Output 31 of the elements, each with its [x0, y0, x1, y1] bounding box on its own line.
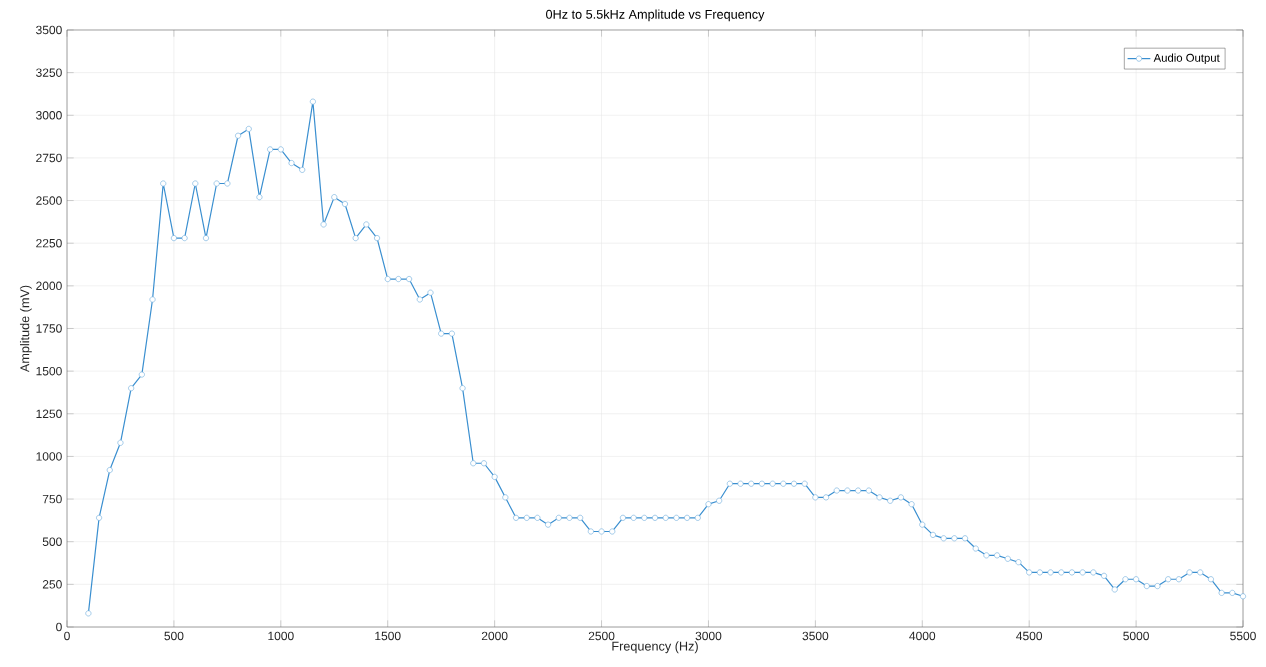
- y-tick-label: 1750: [36, 324, 62, 333]
- x-tick-label: 5500: [1230, 631, 1256, 641]
- y-tick-label: 250: [42, 580, 62, 589]
- y-tick-label: 3500: [36, 25, 62, 35]
- x-tick-label: 3000: [695, 631, 722, 641]
- y-tick-label: 1000: [36, 452, 62, 461]
- x-tick-label: 4000: [909, 631, 936, 641]
- x-tick-label: 5000: [1123, 631, 1149, 641]
- x-tick-label: 3500: [802, 631, 829, 641]
- x-tick-label: 2500: [588, 631, 615, 641]
- y-tick-label: 3000: [36, 111, 62, 120]
- x-tick-label: 4500: [1016, 631, 1043, 641]
- y-tick-label: 3250: [36, 68, 62, 77]
- y-tick-label: 0: [56, 622, 62, 632]
- legend-label: Audio Output: [1153, 53, 1220, 65]
- y-tick-label: 2750: [36, 153, 62, 163]
- y-tick-label: 2250: [36, 238, 62, 248]
- x-axis-title: Frequency (Hz): [612, 641, 698, 654]
- y-axis-title: Amplitude (mV): [19, 285, 32, 373]
- y-tick-label: 1500: [36, 366, 62, 376]
- x-tick-label: 2000: [481, 631, 508, 641]
- x-tick-label: 1500: [375, 631, 401, 641]
- y-tick-label: 1250: [36, 409, 62, 419]
- y-tick-label: 2000: [36, 281, 62, 291]
- x-tick-label: 1000: [268, 631, 294, 641]
- y-tick-label: 500: [42, 537, 62, 546]
- x-tick-label: 0: [64, 631, 70, 641]
- chart-title: 0Hz to 5.5kHz Amplitude vs Frequency: [546, 9, 765, 22]
- x-tick-label: 500: [164, 631, 184, 641]
- y-tick-label: 2500: [36, 196, 62, 205]
- y-tick-label: 750: [42, 494, 62, 504]
